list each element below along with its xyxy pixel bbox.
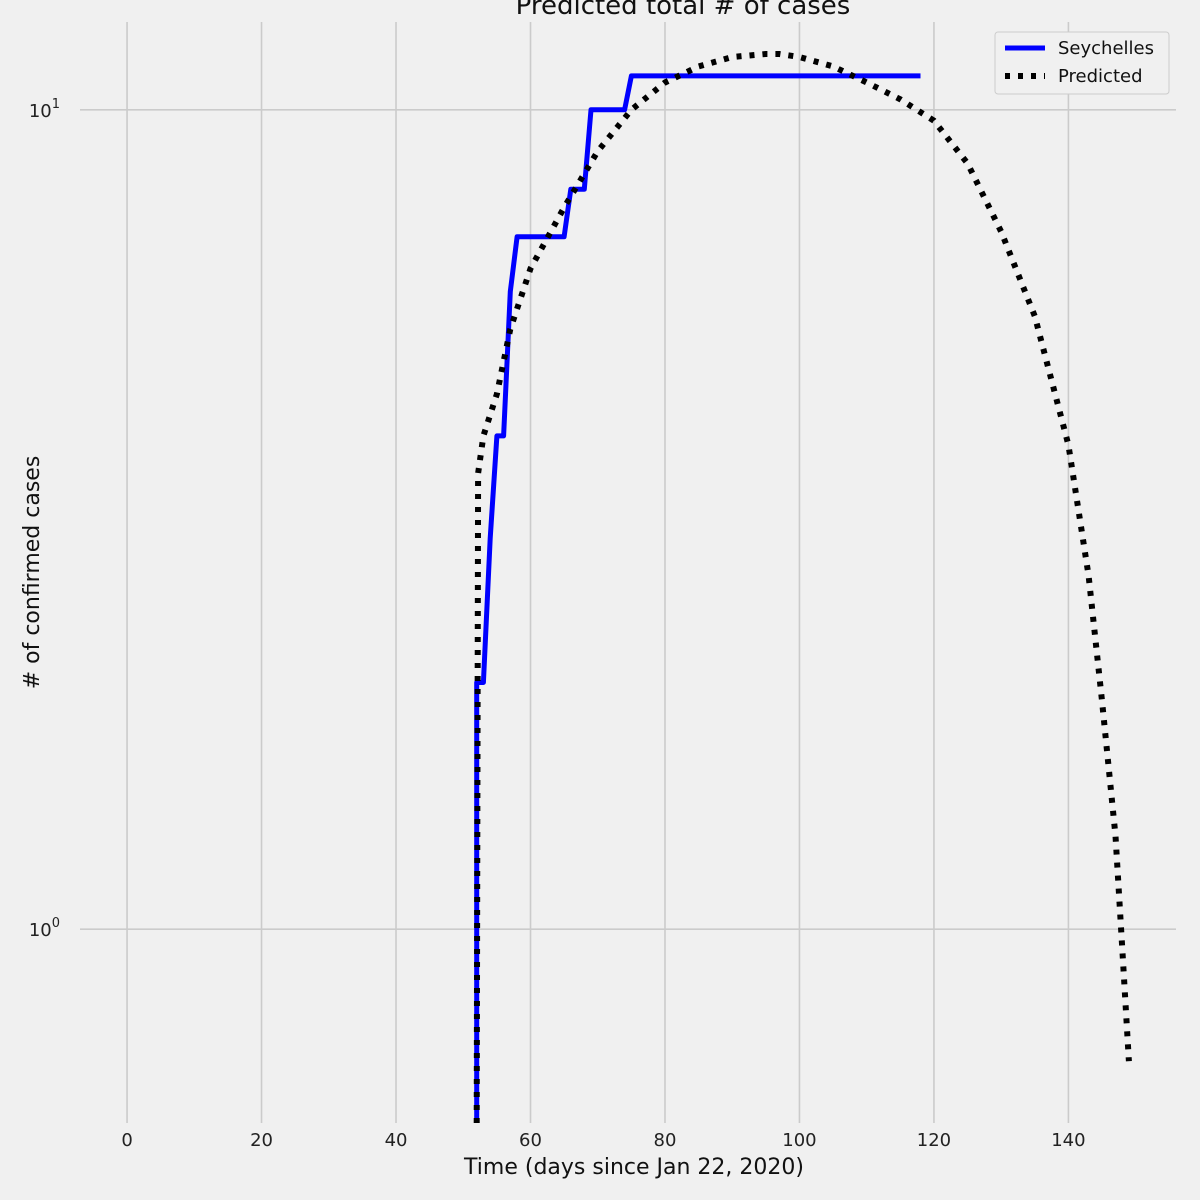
chart-title: Predicted total # of cases [516, 0, 851, 21]
series-line-seychelles [474, 73, 921, 1123]
x-tick-label: 100 [782, 1130, 816, 1151]
legend: Seychelles Predicted [994, 31, 1170, 95]
plot-lines [473, 51, 1132, 1124]
tick-labels: 0 20 40 60 80 100 120 140 100 101 [29, 97, 1086, 1151]
y-axis-label: # of confirmed cases [20, 456, 45, 690]
y-tick-label: 101 [29, 97, 60, 122]
x-tick-label: 80 [654, 1130, 677, 1151]
legend-label: Seychelles [1058, 38, 1154, 59]
x-axis-label: Time (days since Jan 22, 2020) [463, 1155, 804, 1180]
x-tick-label: 60 [519, 1130, 542, 1151]
legend-label: Predicted [1058, 66, 1143, 87]
series-line-predicted [473, 51, 1132, 1124]
x-tick-label: 120 [917, 1130, 951, 1151]
grid [80, 22, 1176, 1123]
x-tick-label: 40 [385, 1130, 408, 1151]
x-tick-label: 0 [121, 1130, 132, 1151]
x-tick-label: 140 [1051, 1130, 1085, 1151]
x-tick-label: 20 [250, 1130, 273, 1151]
y-tick-label: 100 [29, 916, 60, 941]
